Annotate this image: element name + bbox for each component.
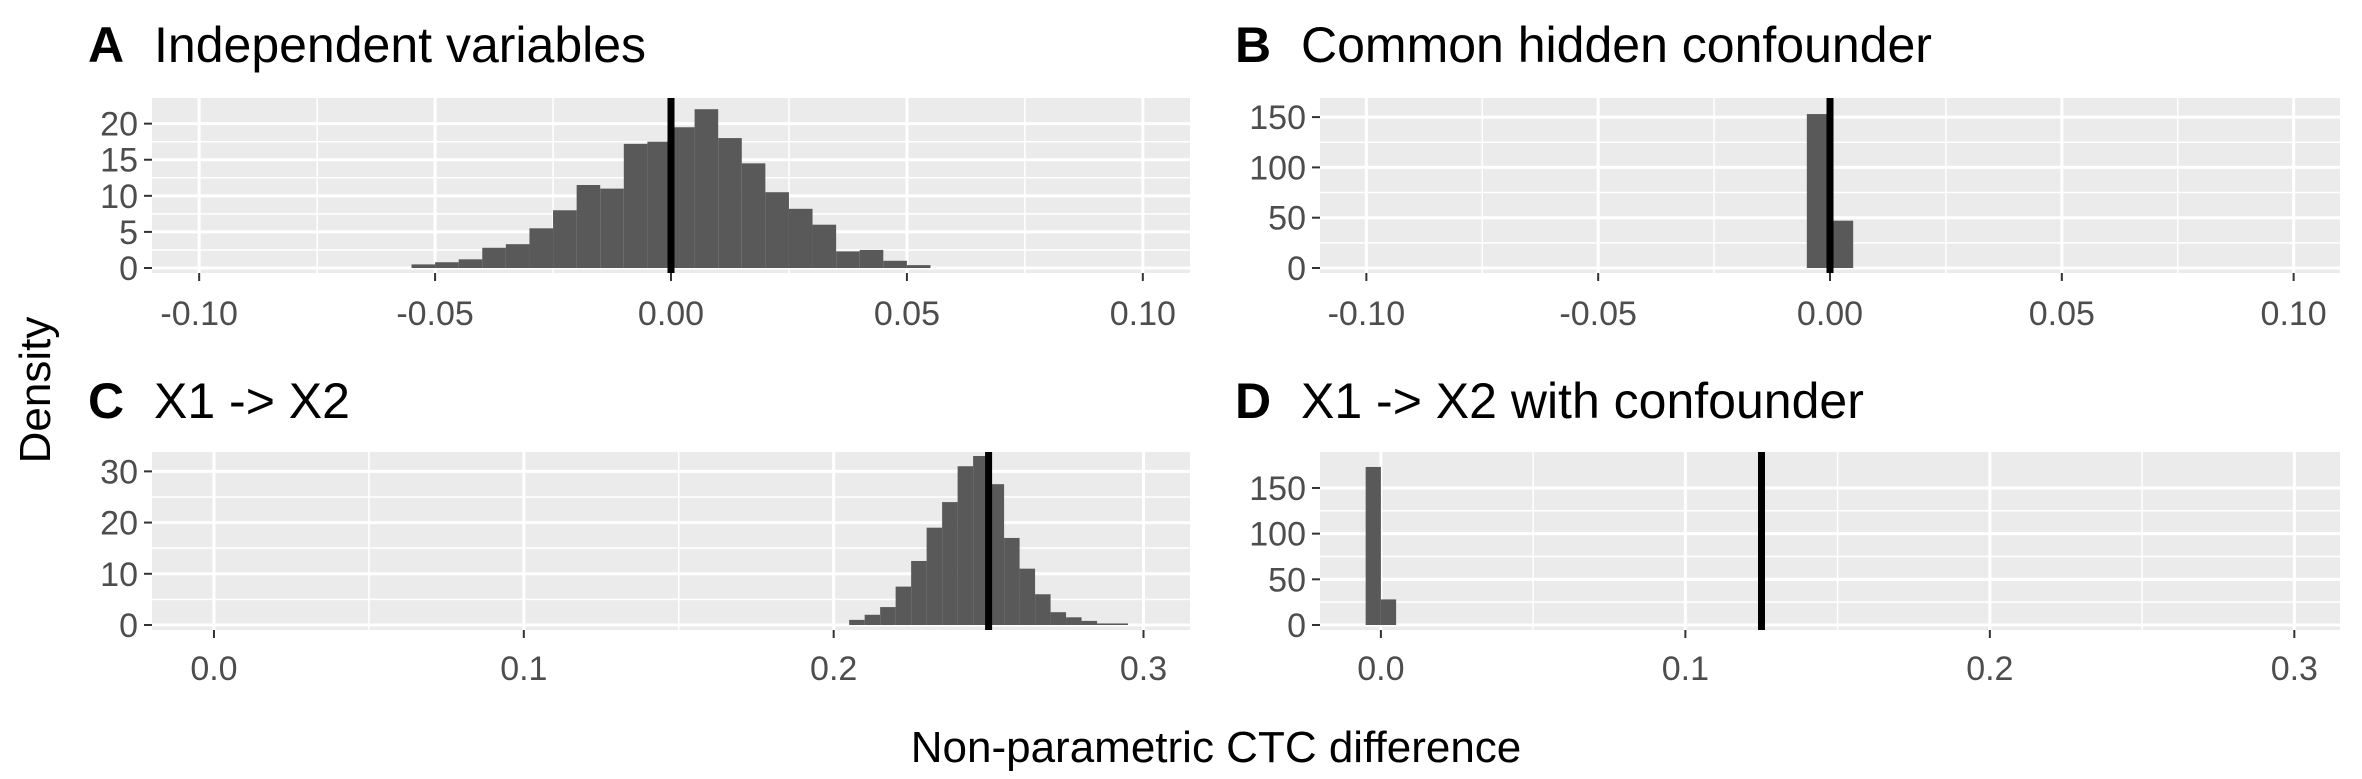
histogram-bar [1365, 466, 1381, 625]
histogram-bar [1066, 617, 1082, 625]
x-tick-label: 0.1 [500, 650, 547, 688]
histogram-bar [718, 138, 742, 268]
histogram-bar [1830, 220, 1854, 268]
y-tick-label: 50 [1268, 200, 1306, 238]
histogram-bar [1112, 623, 1129, 625]
panel-title: X1 -> X2 with confounder [1301, 373, 1864, 429]
x-axis-title: Non-parametric CTC difference [911, 723, 1522, 772]
y-tick-label: 5 [119, 214, 138, 252]
histogram-bar [836, 251, 860, 268]
y-tick-label: 100 [1249, 516, 1306, 554]
histogram-bar [864, 614, 881, 625]
histogram-bar [973, 456, 989, 625]
y-tick-label: 0 [1287, 250, 1306, 288]
panel-letter: A [88, 17, 124, 73]
histogram-bar [694, 109, 719, 268]
histogram-bar [906, 265, 931, 268]
histogram-bar [1004, 537, 1020, 625]
histogram-bar [623, 143, 648, 268]
y-tick-label: 100 [1249, 149, 1306, 187]
histogram-bar [926, 527, 943, 625]
x-tick-label: 0.05 [874, 295, 940, 333]
panel-a: A Independent variables -0.10 -0.05 0.00 0.05… [88, 17, 1190, 333]
y-tick-label: 20 [100, 106, 138, 144]
y-tick-label: 150 [1249, 470, 1306, 508]
y-tick-label: 0 [1287, 607, 1306, 645]
panel-letter: B [1235, 17, 1271, 73]
y-tick-label: 10 [100, 178, 138, 216]
histogram-bar [849, 619, 865, 625]
panel-title: Independent variables [154, 17, 646, 73]
histogram-bar [895, 586, 912, 625]
x-tick-label: 0.00 [1797, 295, 1863, 333]
panel-letter: D [1235, 373, 1271, 429]
histogram-bar [1035, 594, 1051, 625]
histogram-bar [1097, 623, 1113, 625]
histogram-bar [1081, 620, 1098, 625]
y-tick-label: 0 [119, 607, 138, 645]
histogram-bar [1806, 114, 1830, 268]
histogram-bar [458, 259, 483, 268]
x-tick-label: 0.2 [1966, 650, 2013, 688]
y-tick-label: 20 [100, 505, 138, 543]
x-tick-label: 0.2 [810, 650, 857, 688]
y-tick-label: 150 [1249, 99, 1306, 137]
panel-letter: C [88, 373, 124, 429]
y-tick-label: 15 [100, 142, 138, 180]
histogram-bar [911, 560, 927, 625]
plot-background [1320, 452, 2340, 630]
histogram-bar [880, 607, 896, 625]
y-axis-title: Density [11, 317, 60, 464]
x-tick-label: 0.10 [1110, 295, 1176, 333]
panels: A Independent variables-0.10 -0.05 0.00 0.05… [88, 17, 2340, 688]
histogram-bar [529, 228, 554, 268]
y-tick-label: 30 [100, 453, 138, 491]
histogram-bar [647, 141, 671, 268]
x-tick-label: 0.3 [1120, 650, 1167, 688]
panel-c: C X1 -> X2 0.0 0.1 0.2 0.3 0 10 20 30 [88, 373, 1190, 688]
x-tick-label: 0.3 [2271, 650, 2318, 688]
x-tick-label: 0.0 [190, 650, 237, 688]
histogram-bar [576, 185, 601, 268]
histogram-bar [957, 466, 974, 625]
y-tick-label: 0 [119, 250, 138, 288]
histogram-bar [741, 163, 766, 268]
histogram-bar [1050, 612, 1067, 625]
histogram-bar [1019, 568, 1036, 625]
panel-b: B Common hidden confounder -0.10 -0.05 0.00 0… [1235, 17, 2340, 333]
x-tick-label: -0.10 [160, 295, 238, 333]
x-tick-label: -0.05 [1559, 295, 1637, 333]
y-tick-label: 50 [1268, 561, 1306, 599]
histogram-bar [788, 208, 813, 268]
x-tick-label: 0.10 [2261, 295, 2327, 333]
histogram-bar [765, 192, 789, 268]
histogram-bar [942, 502, 958, 625]
y-tick-label: 10 [100, 556, 138, 594]
histogram-bar [883, 260, 907, 268]
x-tick-label: -0.05 [396, 295, 474, 333]
histogram-bar [435, 262, 459, 268]
x-tick-label: 0.1 [1662, 650, 1709, 688]
histogram-bar [553, 210, 577, 268]
panel-title: Common hidden confounder [1301, 17, 1932, 73]
histogram-bar [988, 484, 1005, 625]
x-tick-label: 0.00 [638, 295, 704, 333]
x-tick-label: 0.0 [1357, 650, 1404, 688]
histogram-bar [671, 127, 695, 269]
x-tick-label: 0.05 [2029, 295, 2095, 333]
histogram-bar [859, 249, 884, 268]
x-tick-label: -0.10 [1328, 295, 1406, 333]
histogram-bar [505, 244, 530, 268]
histogram-bar [812, 224, 837, 268]
panel-d: D X1 -> X2 with confounder 0.0 0.1 0.2 0.3 0 50… [1235, 373, 2340, 688]
histogram-bar [600, 188, 624, 268]
panel-title: X1 -> X2 [154, 373, 350, 429]
histogram-bar [1380, 599, 1397, 625]
histogram-bar [482, 247, 506, 268]
histogram-bar [411, 264, 436, 268]
